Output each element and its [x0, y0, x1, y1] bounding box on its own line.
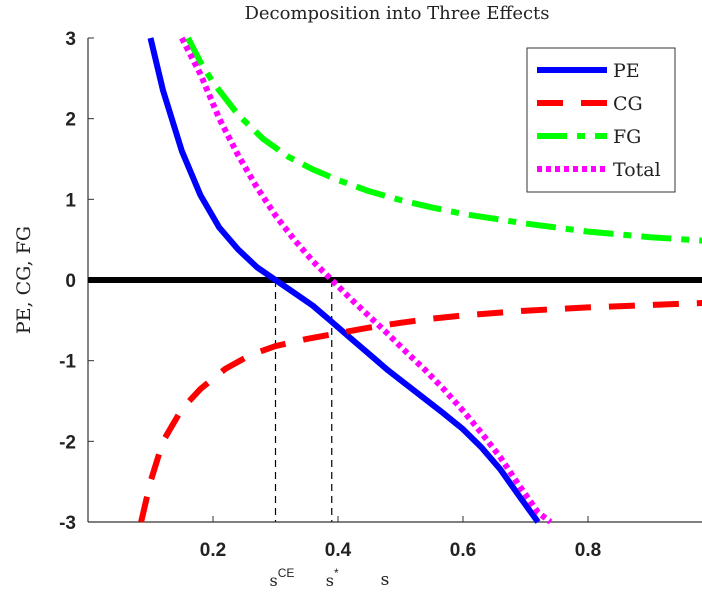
- series-group: [138, 36, 702, 524]
- reference-label: s*: [326, 566, 339, 590]
- x-tick-label: 0.6: [450, 540, 476, 561]
- chart-title: Decomposition into Three Effects: [244, 3, 549, 24]
- y-axis-label: PE, CG, FG: [13, 226, 35, 334]
- axes: -3 -2 -1 0 1 2 3 0.2 0.4 0.6 0.8: [59, 29, 702, 561]
- y-tick-label: 2: [65, 110, 76, 131]
- y-tick-label: 0: [65, 271, 76, 292]
- series-line-pe: [147, 37, 541, 524]
- x-tick-label: 0.8: [575, 540, 601, 561]
- legend-label-cg: CG: [613, 93, 643, 115]
- legend-label-total: Total: [613, 159, 661, 181]
- series-line-fg: [185, 36, 702, 244]
- series-line-cg: [138, 300, 702, 523]
- legend-label-pe: PE: [613, 60, 640, 82]
- x-tick-label: 0.2: [200, 540, 226, 561]
- x-tick-label: 0.4: [325, 540, 352, 561]
- reference-label-superscript: CE: [278, 566, 295, 580]
- y-tick-label: 3: [65, 29, 76, 50]
- reference-label-superscript: *: [334, 566, 339, 580]
- legend: PE CG FG Total: [526, 47, 676, 193]
- y-tick-label: 1: [65, 190, 76, 211]
- y-tick-label: -2: [59, 432, 76, 453]
- y-tick-label: -3: [59, 513, 76, 534]
- y-tick-label: -1: [59, 352, 76, 373]
- x-axis-label: s: [381, 570, 390, 590]
- legend-label-fg: FG: [613, 126, 641, 148]
- reference-label: sCE: [270, 566, 295, 590]
